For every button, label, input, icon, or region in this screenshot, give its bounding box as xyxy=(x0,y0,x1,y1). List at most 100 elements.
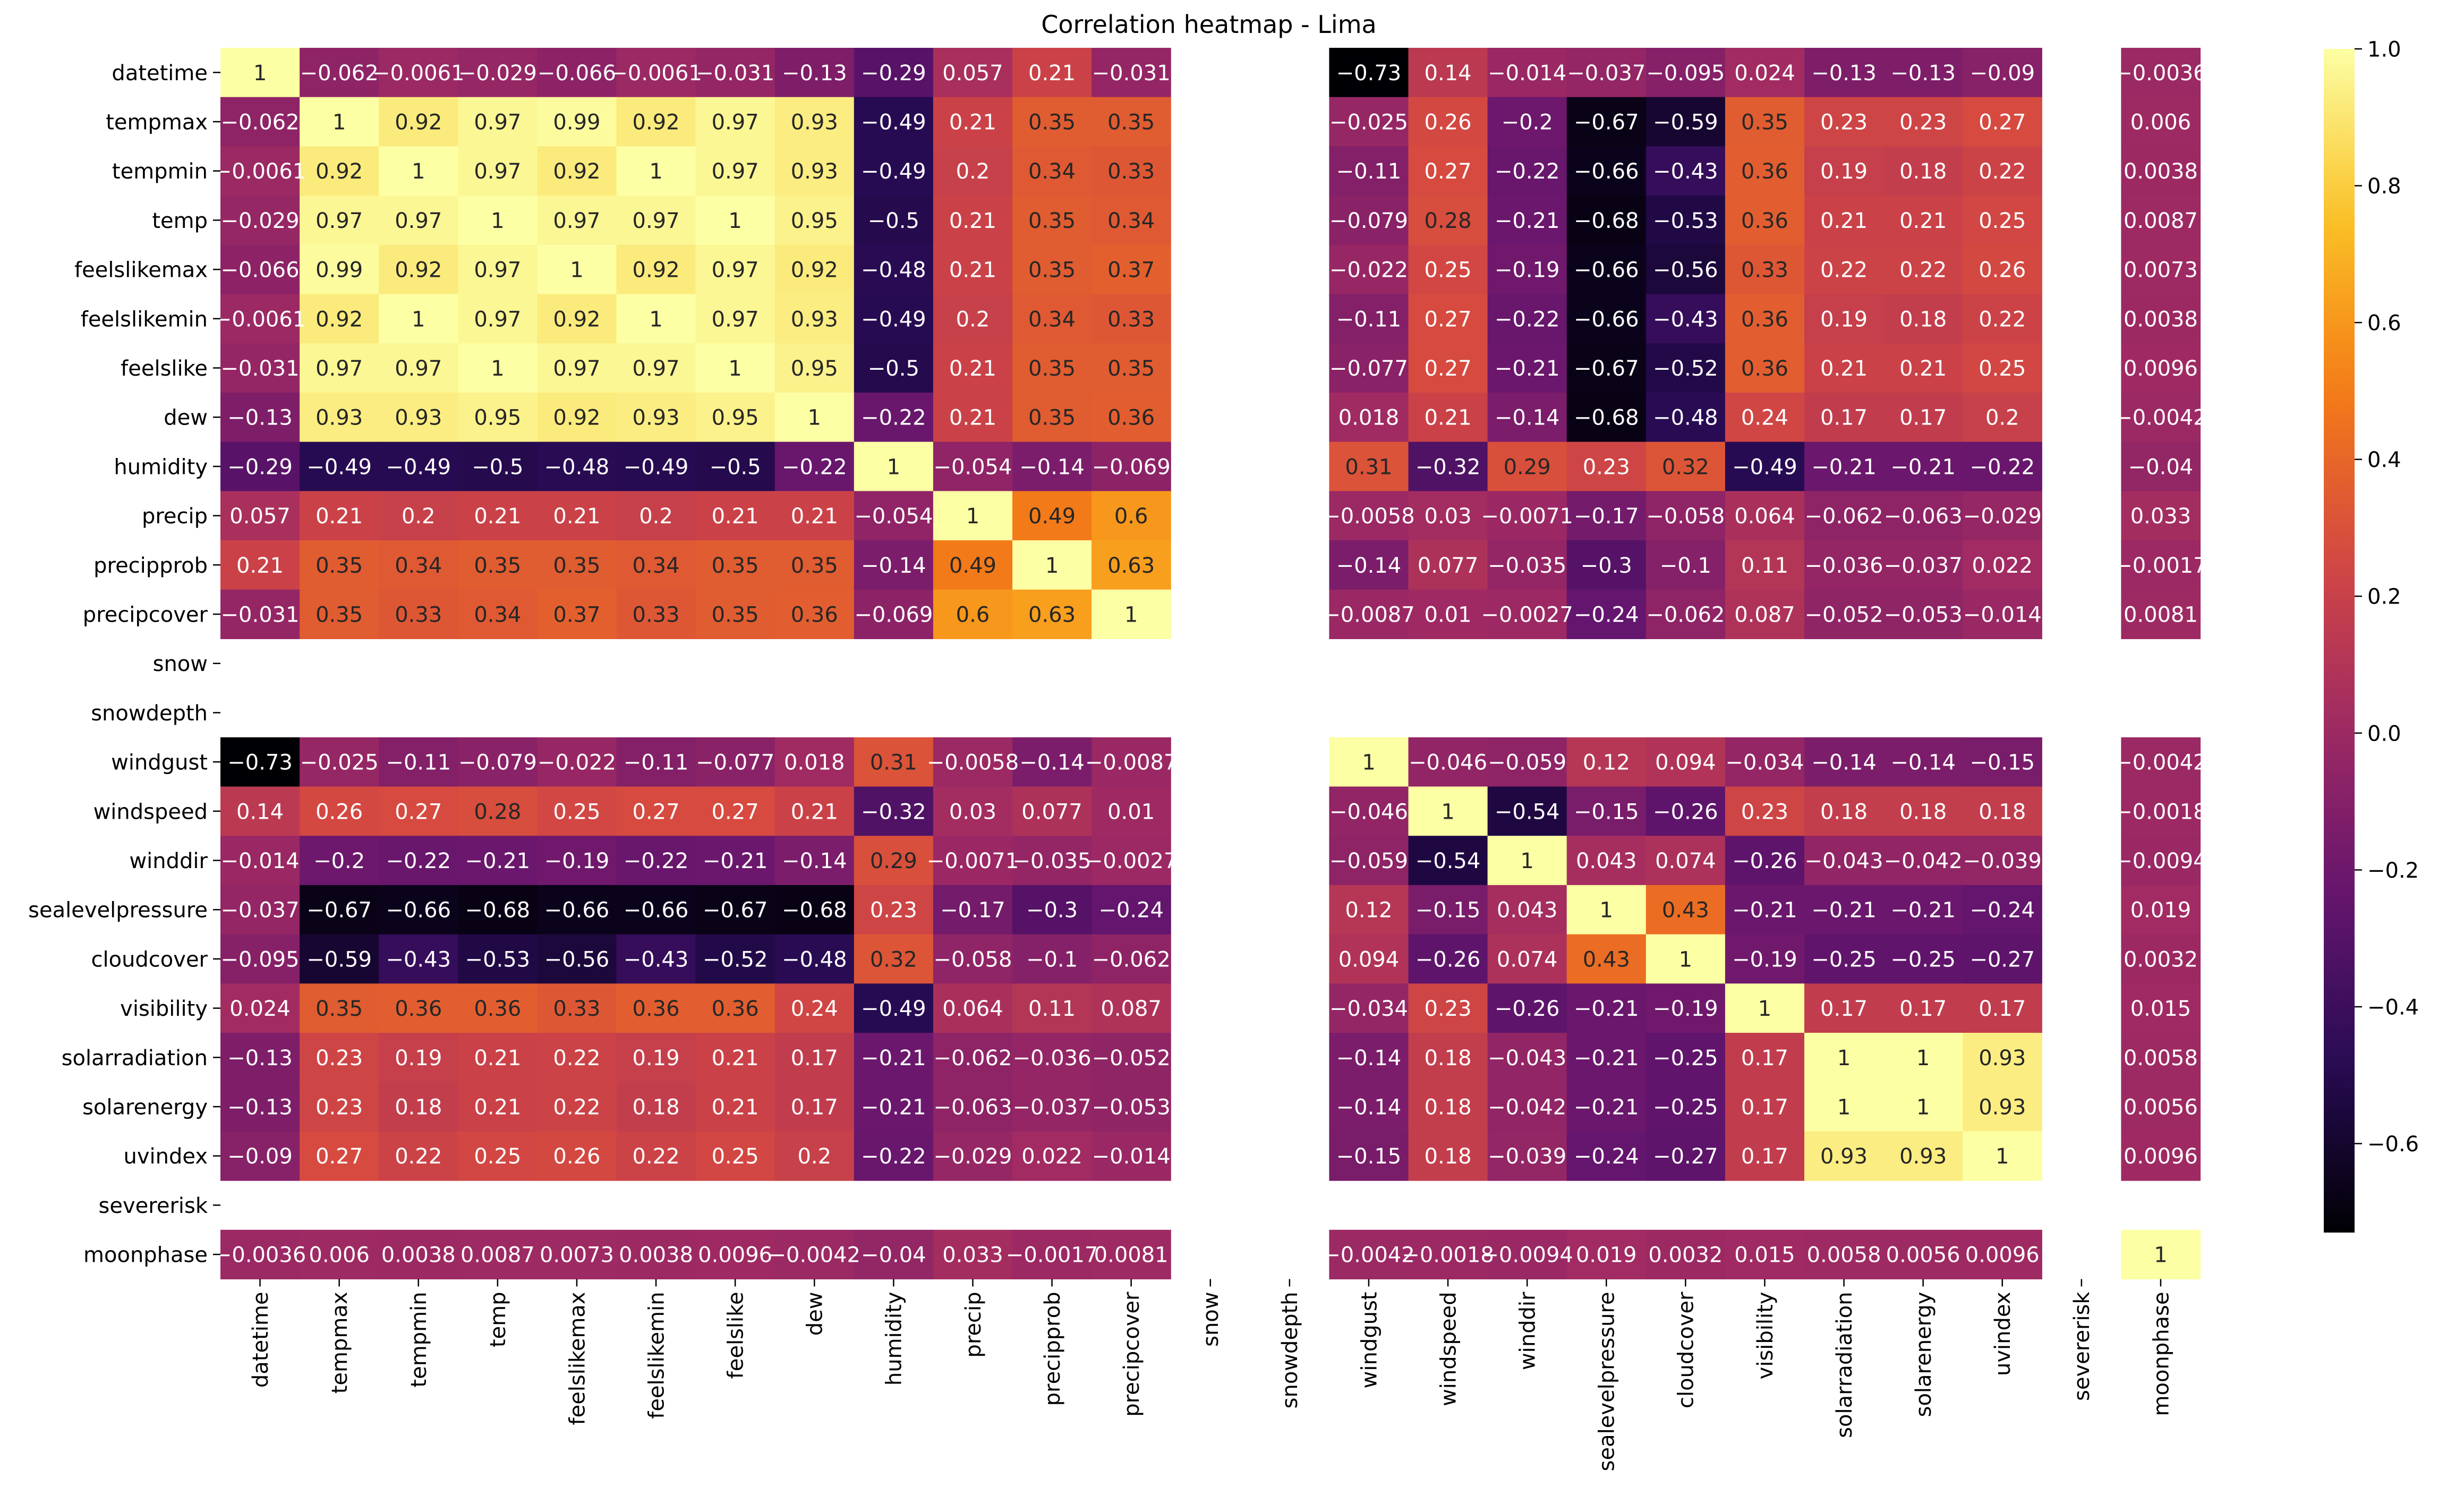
heatmap-cell xyxy=(1645,1229,1726,1280)
cell-value-label: −0.66 xyxy=(624,898,689,923)
cell-value-label: −0.54 xyxy=(1495,800,1560,824)
cell-value-label: 0.03 xyxy=(949,800,996,824)
cell-value-label: 0.057 xyxy=(229,504,291,529)
cell-value-label: −0.3 xyxy=(1026,898,1078,923)
cell-value-label: 0.0087 xyxy=(461,1243,535,1268)
cell-value-label: 0.35 xyxy=(1741,110,1788,134)
heatmap-cell xyxy=(537,737,617,787)
cell-value-label: 0.17 xyxy=(791,1095,838,1119)
cell-value-label: −0.066 xyxy=(538,61,616,86)
heatmap-cell xyxy=(774,48,855,98)
cell-value-label: −0.19 xyxy=(1495,258,1560,283)
cell-value-label: −0.0018 xyxy=(1402,1243,1494,1268)
x-tick-label: snow xyxy=(1199,1292,1223,1347)
heatmap-cell xyxy=(1012,146,1092,196)
cell-value-label: 0.22 xyxy=(1820,258,1868,283)
cell-value-label: 0.36 xyxy=(1741,209,1788,233)
cell-value-label: 0.6 xyxy=(956,602,990,627)
cell-value-label: 0.21 xyxy=(236,554,284,578)
heatmap-cell xyxy=(933,294,1013,344)
cell-value-label: 0.19 xyxy=(395,1046,442,1071)
heatmap-cell xyxy=(1487,491,1567,541)
cell-value-label: 0.93 xyxy=(791,159,838,184)
heatmap-cell xyxy=(458,589,538,639)
cell-value-label: −0.25 xyxy=(1653,1095,1718,1119)
cell-value-label: 0.11 xyxy=(1028,997,1076,1021)
heatmap-cell xyxy=(695,983,775,1033)
heatmap-cell xyxy=(1329,934,1409,984)
heatmap-cell xyxy=(1487,737,1567,787)
cell-value-label: −0.21 xyxy=(1890,455,1956,479)
cell-value-label: −0.0058 xyxy=(1323,504,1414,529)
heatmap-cell xyxy=(695,392,775,443)
heatmap-cell xyxy=(300,836,379,886)
heatmap-cell xyxy=(1883,48,1963,98)
heatmap-cell xyxy=(1012,737,1092,787)
heatmap-cell xyxy=(2121,196,2201,245)
cell-value-label: 0.33 xyxy=(633,602,680,627)
cell-value-label: 0.22 xyxy=(395,1144,442,1169)
cell-value-label: 1 xyxy=(1916,1046,1930,1071)
heatmap-cell xyxy=(1645,540,1726,590)
cell-value-label: −0.046 xyxy=(1409,751,1487,775)
x-tick-label: feelslike xyxy=(724,1292,748,1379)
cell-value-label: −0.5 xyxy=(868,356,919,381)
heatmap-cell xyxy=(1883,983,1963,1033)
heatmap-cell xyxy=(379,392,458,443)
cell-value-label: 0.19 xyxy=(633,1046,680,1071)
heatmap-cell xyxy=(933,441,1013,491)
heatmap-cell xyxy=(616,97,696,147)
heatmap-cell xyxy=(616,1131,696,1181)
cell-value-label: 0.97 xyxy=(553,209,600,233)
cell-value-label: −0.059 xyxy=(1329,849,1408,873)
heatmap-cell xyxy=(2121,392,2201,443)
heatmap-cell xyxy=(1012,392,1092,443)
cell-value-label: 0.21 xyxy=(712,1046,759,1071)
cell-value-label: 0.0096 xyxy=(1965,1243,2040,1268)
cell-value-label: 0.18 xyxy=(1820,800,1868,824)
heatmap-cell xyxy=(1012,589,1092,639)
heatmap-cell xyxy=(1963,97,2042,147)
cell-value-label: 0.022 xyxy=(1021,1144,1082,1169)
cell-value-label: −0.26 xyxy=(1653,800,1718,824)
heatmap-cell xyxy=(1012,836,1092,886)
cell-value-label: 0.97 xyxy=(712,258,759,283)
heatmap-cells xyxy=(220,48,2201,1280)
heatmap-cell xyxy=(1804,934,1884,984)
cell-value-label: 0.25 xyxy=(1425,258,1472,283)
heatmap-cell xyxy=(1645,983,1726,1033)
cell-value-label: −0.27 xyxy=(1970,947,2035,972)
cell-value-label: −0.063 xyxy=(1884,504,1963,529)
heatmap-cell xyxy=(300,146,379,196)
cell-value-label: 0.043 xyxy=(1497,898,1558,923)
x-tick-label: feelslikemax xyxy=(565,1292,590,1425)
cell-value-label: 0.92 xyxy=(791,258,838,283)
heatmap-cell xyxy=(537,1033,617,1083)
cell-value-label: 0.26 xyxy=(1979,258,2026,283)
heatmap-cell xyxy=(774,491,855,541)
heatmap-cell xyxy=(2121,589,2201,639)
cell-value-label: 0.019 xyxy=(1576,1243,1637,1268)
heatmap-cell xyxy=(379,1033,458,1083)
cell-value-label: −0.062 xyxy=(300,61,379,86)
heatmap-cell xyxy=(1804,737,1884,787)
heatmap-cell xyxy=(537,836,617,886)
cell-value-label: −0.59 xyxy=(306,947,372,972)
cell-value-label: −0.039 xyxy=(1963,849,2042,873)
cell-value-label: −0.5 xyxy=(710,455,761,479)
heatmap-cell xyxy=(1012,786,1092,836)
heatmap-cell xyxy=(1963,1131,2042,1181)
cell-value-label: 0.006 xyxy=(2130,110,2192,134)
heatmap-cell xyxy=(458,836,538,886)
cell-value-label: 0.018 xyxy=(1338,406,1400,430)
heatmap-cell xyxy=(220,244,300,295)
cell-value-label: 0.27 xyxy=(395,800,442,824)
heatmap-cell xyxy=(1408,983,1488,1033)
cell-value-label: −0.14 xyxy=(1336,1095,1402,1119)
heatmap-cell xyxy=(1725,786,1805,836)
heatmap-cell xyxy=(1883,196,1963,245)
cell-value-label: 0.21 xyxy=(791,504,838,529)
cell-value-label: −0.14 xyxy=(1811,751,1877,775)
cell-value-label: 0.22 xyxy=(553,1095,600,1119)
heatmap-cell xyxy=(933,885,1013,935)
